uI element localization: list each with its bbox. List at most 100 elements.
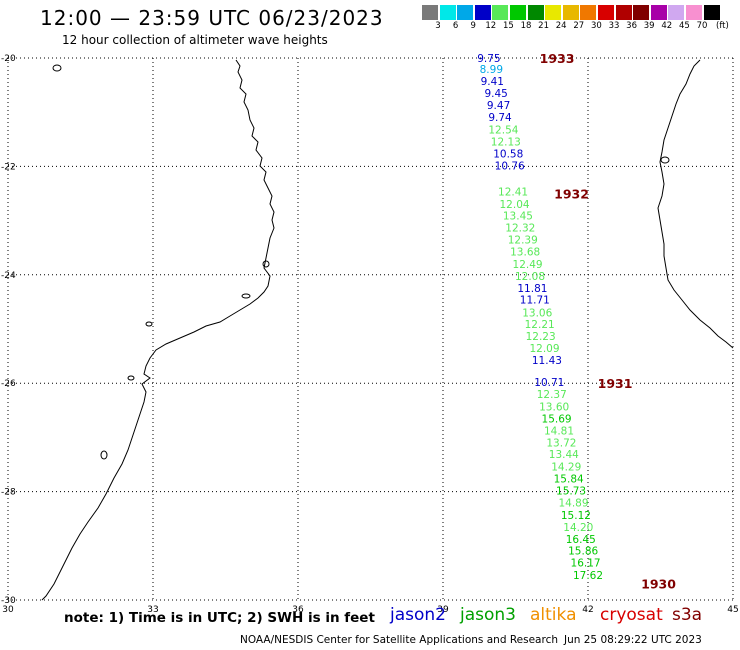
legend-swatch	[598, 5, 614, 20]
wave-height-label: 15.69	[542, 413, 572, 425]
wave-height-label: 14.81	[544, 425, 574, 437]
wave-height-label: 12.13	[491, 136, 521, 148]
wave-height-label: 12.41	[498, 186, 528, 198]
coastline-madagascar	[657, 59, 734, 349]
legend-label: 3	[435, 21, 441, 31]
y-tick-label: -24	[1, 271, 16, 281]
wave-height-label: 12.54	[488, 125, 518, 137]
island-outline	[241, 293, 251, 299]
x-tick-label: 45	[727, 605, 738, 615]
legend-swatch	[492, 5, 509, 20]
legend-swatch	[545, 5, 562, 20]
legend-label: 39	[643, 21, 655, 31]
island-outline	[127, 375, 135, 381]
x-tick-label: 33	[147, 605, 158, 615]
legend-label: 24	[555, 21, 567, 31]
pass-time-label: 1932	[554, 187, 589, 202]
wave-height-label: 12.09	[529, 343, 559, 355]
legend-label: 70	[696, 21, 708, 31]
map-subtitle: 12 hour collection of altimeter wave hei…	[62, 33, 328, 47]
wave-height-label: 10.76	[495, 160, 525, 172]
map-grid	[7, 57, 734, 601]
wave-height-label: 16.17	[571, 558, 601, 570]
legend-swatch	[457, 5, 474, 20]
wave-height-label: 15.86	[568, 546, 598, 558]
wave-height-label: 15.73	[556, 486, 586, 498]
wave-height-label: 8.99	[480, 64, 503, 76]
wave-height-label: 9.41	[481, 76, 504, 88]
legend-swatch	[668, 5, 685, 20]
legend-label: 9	[470, 21, 476, 31]
wave-height-label: 11.81	[517, 283, 547, 295]
wave-height-label: 17.62	[573, 570, 603, 582]
wave-height-label: 13.68	[510, 246, 540, 258]
wave-height-label: 12.49	[513, 259, 543, 271]
wave-height-label: 12.39	[508, 235, 538, 247]
legend-swatch	[422, 5, 438, 20]
wave-height-observations: 9.758.999.419.459.479.7412.5412.1310.581…	[477, 53, 603, 582]
wave-height-label: 16.45	[566, 534, 596, 546]
legend-label: 42	[661, 21, 673, 31]
wave-height-label: 9.47	[487, 100, 510, 112]
wave-height-label: 15.12	[561, 510, 591, 522]
legend-swatch	[615, 5, 632, 20]
coastlines	[41, 59, 734, 601]
wave-height-label: 12.37	[537, 389, 567, 401]
wave-height-label: 13.72	[546, 437, 576, 449]
wave-height-label: 11.71	[520, 295, 550, 307]
legend-label: 45	[678, 21, 690, 31]
legend-swatch	[686, 5, 702, 20]
wave-height-label: 9.74	[488, 112, 512, 124]
y-tick-label: -22	[1, 162, 16, 172]
footer-note: note: 1) Time is in UTC; 2) SWH is in fe…	[64, 610, 375, 626]
credit-text: NOAA/NESDIS Center for Satellite Applica…	[240, 634, 558, 646]
legend-label: 30	[590, 21, 602, 31]
color-legend: (ft) 3 6 9 12 15 18 21 24 27 30 33 36 39 42 45 70	[0, 0, 740, 40]
wave-height-label: 13.06	[522, 308, 552, 320]
wave-height-label: 13.45	[503, 211, 533, 223]
x-tick-label: 39	[437, 605, 449, 615]
wave-height-label: 14.20	[563, 522, 593, 534]
wave-height-label: 12.04	[500, 199, 530, 211]
wave-height-label: 13.60	[539, 402, 569, 414]
legend-swatch	[510, 5, 526, 20]
wave-height-label: 12.23	[526, 331, 556, 343]
wave-height-label: 14.89	[558, 497, 588, 509]
axis-ticks: 30 33 36 39 42 45 -20 -22 -24 -26 -28 -30	[1, 54, 739, 615]
coastline-africa	[41, 59, 275, 601]
satellite-label-altika: altika	[530, 605, 577, 625]
legend-label: 27	[573, 21, 585, 31]
legend-label: 36	[626, 21, 637, 31]
pass-time-label: 1933	[540, 51, 575, 66]
legend-label: 21	[538, 21, 549, 31]
satellite-label-s3a: s3a	[672, 605, 703, 625]
y-tick-label: -20	[1, 54, 16, 64]
satellite-label-jason3: jason3	[460, 605, 516, 625]
timestamp-text: Jun 25 08:29:22 UTC 2023	[564, 634, 702, 646]
island-outline	[52, 64, 62, 72]
satellite-label-cryosat: cryosat	[600, 605, 663, 625]
wave-height-label: 10.71	[534, 377, 564, 389]
wave-height-label: 11.43	[532, 355, 562, 367]
wave-height-label: 10.58	[493, 148, 523, 160]
legend-swatch	[474, 5, 491, 20]
legend-label: 15	[502, 21, 514, 31]
island-outline	[100, 450, 108, 460]
x-tick-label: 36	[292, 605, 304, 615]
wave-height-label: 12.21	[525, 319, 555, 331]
wave-height-label: 9.75	[477, 53, 500, 65]
x-tick-label: 30	[2, 605, 14, 615]
map-title: 12:00 — 23:59 UTC 06/23/2023	[40, 6, 384, 30]
pass-time-label: 1930	[641, 577, 676, 592]
y-tick-label: -26	[1, 379, 16, 389]
pass-time-labels: 1933 1932 1931 1930	[540, 51, 677, 592]
legend-label: 33	[608, 21, 620, 31]
x-tick-label: 42	[582, 605, 593, 615]
legend-swatch	[562, 5, 579, 20]
island-outline	[660, 156, 670, 164]
legend-swatch	[527, 5, 544, 20]
legend-label: 12	[485, 21, 497, 31]
wave-height-label: 13.44	[549, 449, 579, 461]
wave-height-label: 9.45	[484, 88, 507, 100]
